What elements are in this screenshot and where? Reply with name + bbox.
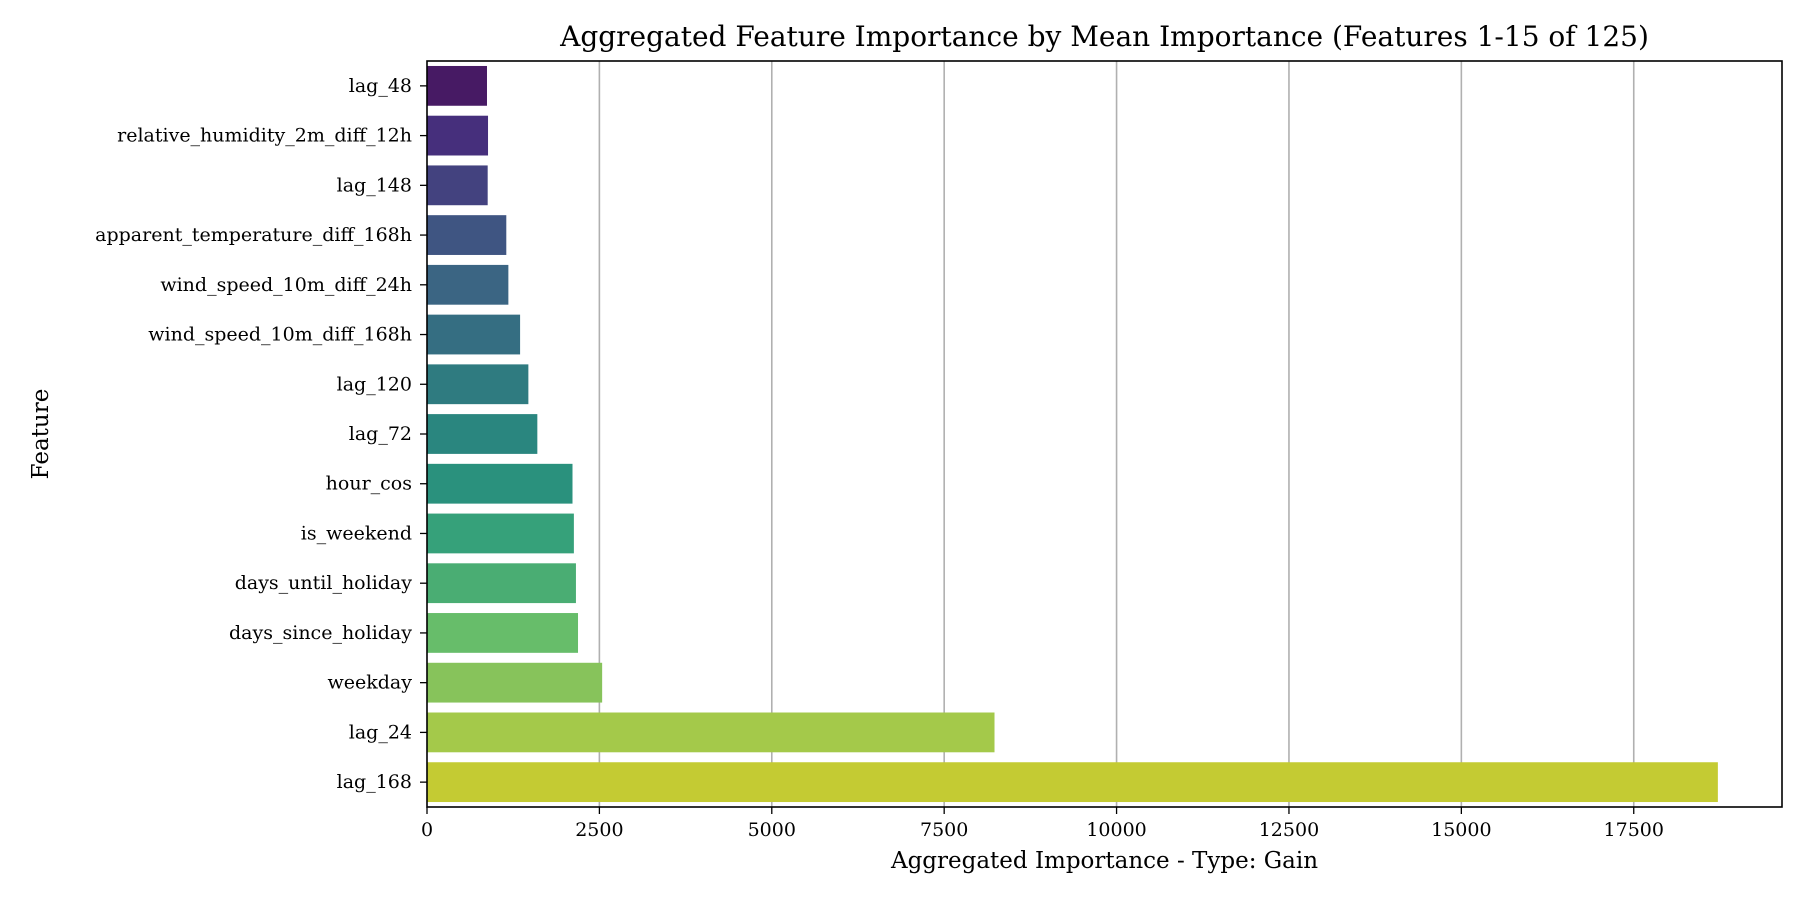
y-tick-label-lag_72: lag_72 (349, 423, 412, 445)
y-tick-label-wind_speed_10m_diff_24h: wind_speed_10m_diff_24h (160, 274, 412, 296)
x-tick-label-5000: 5000 (748, 819, 796, 841)
bar-wind_speed_10m_diff_168h (427, 314, 521, 355)
bar-weekday (427, 662, 603, 703)
bar-relative_humidity_2m_diff_12h (427, 115, 489, 156)
x-tick-label-2500: 2500 (575, 819, 623, 841)
chart-title: Aggregated Feature Importance by Mean Im… (559, 20, 1649, 53)
bar-lag_148 (427, 165, 488, 206)
bar-lag_168 (427, 762, 1718, 803)
x-axis-ticks: 0 2500 5000 7500 10000 12500 15000 17500 (421, 807, 1664, 841)
x-tick-label-12500: 12500 (1259, 819, 1319, 841)
bar-days_until_holiday (427, 563, 576, 604)
y-tick-label-hour_cos: hour_cos (326, 473, 412, 495)
bar-is_weekend (427, 513, 574, 554)
y-tick-label-lag_48: lag_48 (349, 75, 412, 97)
x-tick-label-7500: 7500 (920, 819, 968, 841)
bar-lag_72 (427, 414, 538, 454)
y-tick-label-weekday: weekday (328, 672, 413, 694)
bar-lag_24 (427, 712, 995, 753)
y-tick-label-wind_speed_10m_diff_168h: wind_speed_10m_diff_168h (148, 324, 412, 346)
bar-hour_cos (427, 463, 573, 504)
y-tick-label-apparent_temperature_diff_168h: apparent_temperature_diff_168h (95, 224, 412, 246)
y-tick-label-days_since_holiday: days_since_holiday (229, 622, 412, 644)
x-tick-label-0: 0 (421, 819, 433, 841)
x-axis-label: Aggregated Importance - Type: Gain (890, 848, 1318, 874)
bar-lag_48 (427, 65, 487, 106)
x-tick-label-15000: 15000 (1431, 819, 1491, 841)
plot-frame (426, 60, 1783, 808)
bar-days_since_holiday (427, 613, 579, 653)
y-tick-label-is_weekend: is_weekend (301, 522, 412, 544)
bar-apparent_temperature_diff_168h (427, 215, 507, 255)
y-tick-label-lag_120: lag_120 (337, 373, 412, 395)
grid-lines (598, 61, 1635, 807)
y-tick-label-lag_148: lag_148 (337, 174, 412, 196)
y-tick-label-lag_24: lag_24 (349, 721, 412, 743)
y-axis-ticks: lag_48 relative_humidity_2m_diff_12h lag_1… (95, 75, 427, 793)
bars (427, 65, 1718, 803)
bar-lag_120 (427, 364, 529, 405)
bar-wind_speed_10m_diff_24h (427, 264, 509, 305)
x-tick-label-10000: 10000 (1086, 819, 1146, 841)
y-tick-label-days_until_holiday: days_until_holiday (235, 572, 413, 594)
y-tick-label-lag_168: lag_168 (337, 771, 412, 793)
y-axis-label: Feature (28, 389, 54, 480)
y-tick-label-relative_humidity_2m_diff_12h: relative_humidity_2m_diff_12h (117, 125, 412, 147)
x-tick-label-17500: 17500 (1604, 819, 1664, 841)
